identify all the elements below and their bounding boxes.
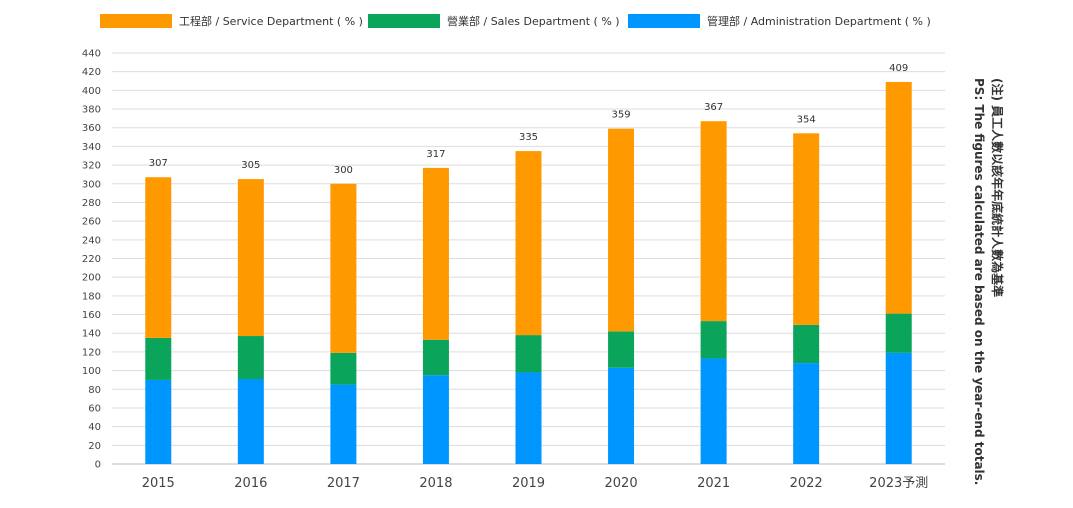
bar-segment [885,81,912,314]
bar-segment [885,313,912,353]
y-tick-label: 20 [88,441,101,452]
bar-segment [145,337,172,380]
bar-segment [330,384,357,464]
x-tick-label: 2023予測 [869,476,928,491]
y-tick-label: 0 [95,460,101,471]
bar-total-label: 305 [241,160,260,171]
bar-segment [700,358,727,464]
bar-segment [422,375,449,464]
x-tick-label: 2015 [142,476,175,491]
bar-segment [422,167,449,340]
y-tick-label: 60 [88,403,101,414]
bar-total-label: 335 [519,132,538,143]
y-tick-label: 360 [82,123,101,134]
y-tick-label: 340 [82,142,101,153]
total-labels: 307 305 300 317 335 359 367 354 409 [149,63,909,176]
y-tick-label: 80 [88,385,101,396]
footnote-line: PS: The figures calculated are based on … [972,78,986,485]
y-axis-ticks: 0 20 40 60 80 100 120 140 160 180 200 220 240 260 280 3… [82,49,101,471]
legend-label: 營業部 / Sales Department ( % ) [447,14,620,28]
bar-segment [515,372,542,464]
legend-label: 管理部 / Administration Department ( % ) [707,14,931,28]
y-tick-label: 400 [82,86,101,97]
bar-segment [330,352,357,385]
legend: 工程部 / Service Department ( % ) 營業部 / Sale… [100,14,931,28]
x-tick-label: 2019 [512,476,545,491]
bar-segment [237,336,264,379]
bar-total-label: 409 [889,63,908,74]
bar-segment [793,363,820,464]
bar-segment [515,151,542,336]
bar-total-label: 354 [797,114,816,125]
bar-segment [608,128,635,332]
legend-swatch [628,14,700,28]
bar-segment [515,335,542,373]
y-tick-label: 140 [82,329,101,340]
bar-segment [700,321,727,359]
legend-swatch [368,14,440,28]
bar-segment [608,367,635,464]
y-tick-label: 40 [88,422,101,433]
bar-segment [237,179,264,337]
y-tick-label: 280 [82,198,101,209]
bar-segment [885,352,912,464]
x-tick-label: 2022 [790,476,823,491]
y-tick-label: 220 [82,254,101,265]
bar-total-label: 307 [149,158,168,169]
x-tick-label: 2017 [327,476,360,491]
y-tick-label: 240 [82,235,101,246]
bar-total-label: 367 [704,102,723,113]
bar-segment [700,121,727,322]
footnote: (注) 員工人數以該年年底統計人數為基準 PS: The figures calc… [972,78,1005,485]
y-tick-label: 300 [82,179,101,190]
y-tick-label: 260 [82,217,101,228]
y-tick-label: 200 [82,273,101,284]
y-tick-label: 320 [82,161,101,172]
y-tick-label: 100 [82,366,101,377]
legend-swatch [100,14,172,28]
y-tick-label: 160 [82,310,101,321]
legend-label: 工程部 / Service Department ( % ) [179,14,363,28]
x-tick-label: 2018 [419,476,452,491]
bar-segment [330,183,357,353]
footnote-line: (注) 員工人數以該年年底統計人數為基準 [990,78,1005,297]
x-tick-label: 2021 [697,476,730,491]
bar-total-label: 317 [426,149,445,160]
bar-segment [145,379,172,464]
bar-total-label: 359 [612,110,631,121]
bar-segment [793,133,820,325]
bar-segment [422,339,449,376]
x-tick-label: 2016 [234,476,267,491]
y-tick-label: 120 [82,347,101,358]
bar-segment [145,177,172,338]
y-tick-label: 380 [82,105,101,116]
y-tick-label: 420 [82,67,101,78]
x-tick-label: 2020 [605,476,638,491]
x-axis-labels: 2015 2016 2017 2018 2019 2020 2021 2022 2023予測 [142,476,929,491]
y-tick-label: 440 [82,49,101,60]
bar-segment [608,331,635,368]
bar-total-label: 300 [334,165,353,176]
bar-segment [237,378,264,464]
bars [145,81,912,464]
bar-segment [793,324,820,364]
y-tick-label: 180 [82,291,101,302]
